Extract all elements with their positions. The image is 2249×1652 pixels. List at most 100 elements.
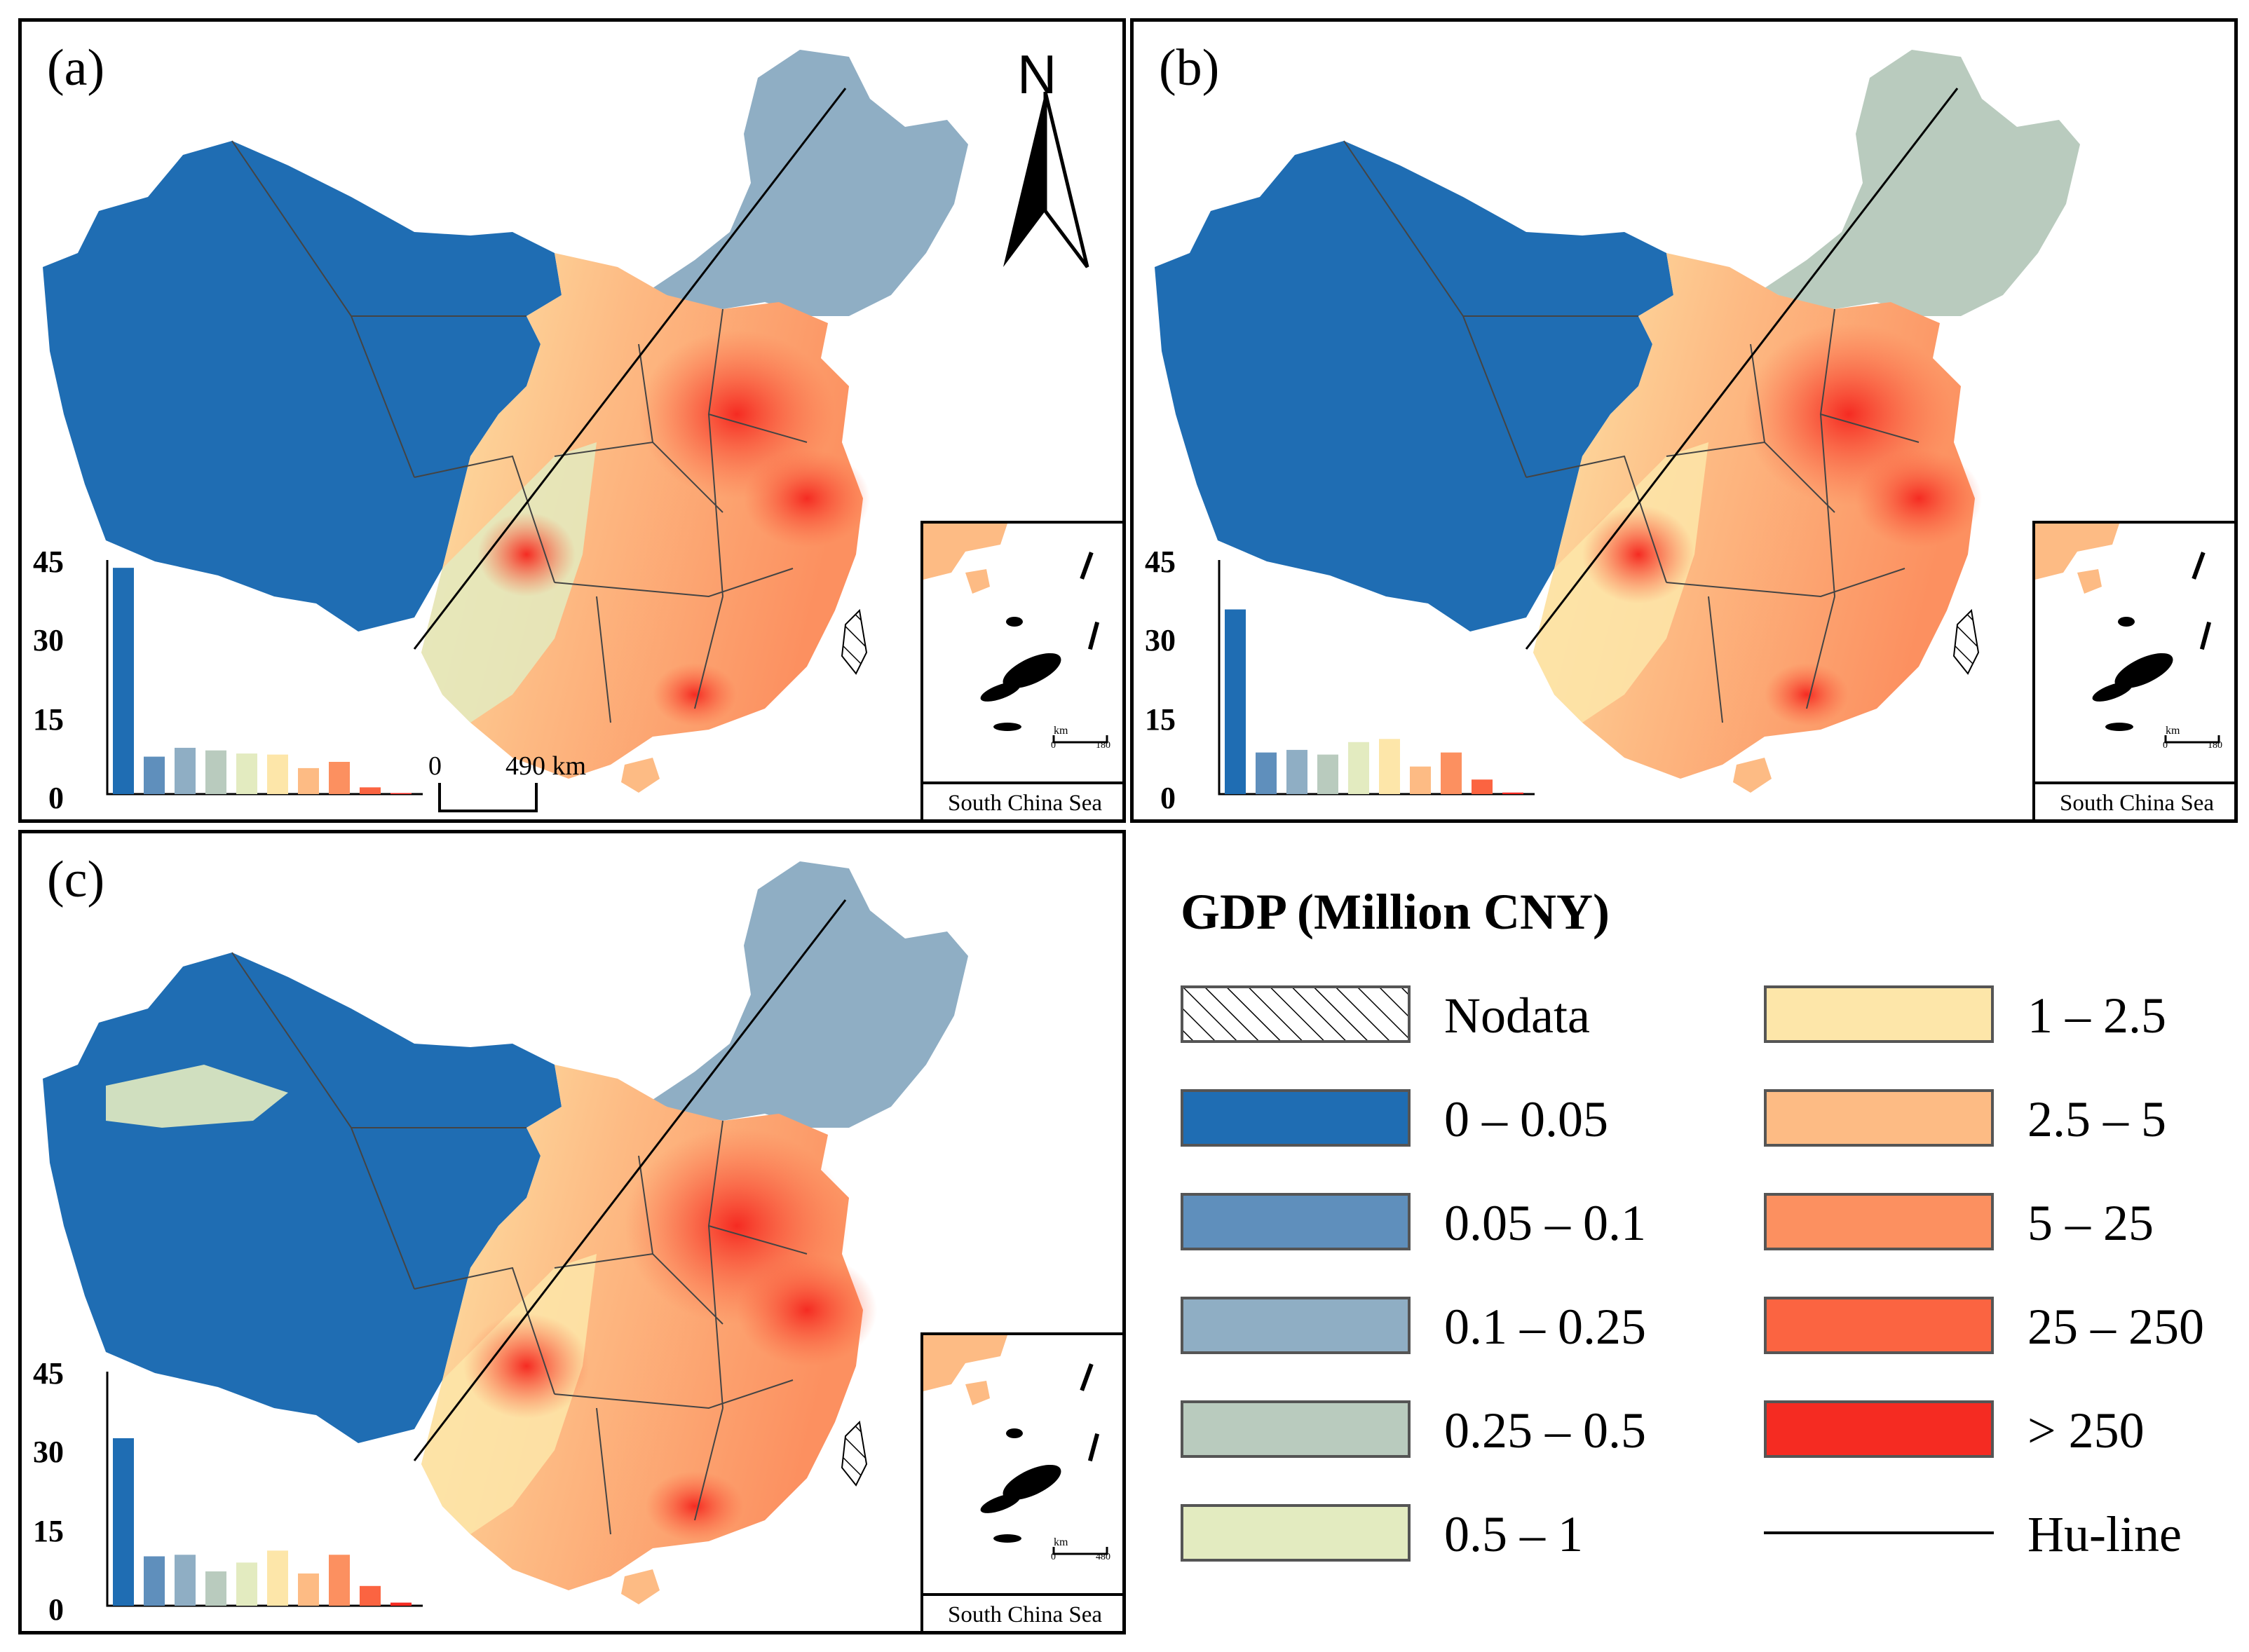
northeast-region	[653, 861, 968, 1128]
taiwan-island	[841, 1420, 868, 1487]
y-tick: 0	[48, 1592, 64, 1627]
histogram-bar	[298, 1573, 319, 1606]
legend-swatch	[1764, 1089, 1994, 1147]
histogram-bar	[1317, 754, 1338, 794]
legend-label: Nodata	[1444, 988, 1590, 1044]
legend-label: 0.05 – 0.1	[1444, 1195, 1646, 1251]
northeast-region	[1765, 50, 2080, 316]
hotspot-sichuan	[477, 512, 576, 596]
north-arrow: N	[996, 43, 1094, 268]
legend-label: 0 – 0.05	[1444, 1091, 1608, 1147]
south-china-sea-inset: km 0 180 South China Sea	[920, 521, 1122, 819]
histogram-bar	[1286, 749, 1307, 794]
south-china-sea-inset: km 0 480 South China Sea	[920, 1332, 1122, 1631]
legend-label: 25 – 250	[2027, 1299, 2204, 1355]
histogram-bar	[1502, 792, 1523, 794]
scale-bar: 0 490 km	[428, 751, 597, 819]
histogram	[106, 1372, 423, 1607]
histogram-bar	[113, 568, 134, 794]
histogram-bar	[1225, 609, 1246, 794]
y-tick: 45	[33, 545, 64, 579]
y-tick: 45	[33, 1356, 64, 1391]
histogram-bar	[267, 754, 288, 794]
y-tick: 45	[1145, 545, 1176, 579]
histogram-bar	[236, 753, 257, 794]
map-panel-a: (a) N 45 30 15 0 0 490 km km 0	[18, 18, 1126, 823]
hotspot-sichuan	[463, 1313, 590, 1419]
y-tick: 15	[33, 1514, 64, 1548]
legend-swatch	[1764, 985, 1994, 1043]
north-label: N	[1017, 43, 1057, 105]
legend-label: 1 – 2.5	[2027, 988, 2166, 1044]
legend-label: Hu-line	[2027, 1506, 2182, 1562]
panel-label: (a)	[47, 39, 105, 97]
histogram-bar	[329, 761, 350, 794]
legend-label: 0.25 – 0.5	[1444, 1402, 1646, 1459]
legend-label: 0.5 – 1	[1444, 1506, 1583, 1562]
china-gdp-map	[1155, 50, 2080, 793]
histogram-bar	[205, 750, 226, 794]
panel-label: (b)	[1159, 39, 1220, 97]
hotspot-pearl-delta	[653, 663, 737, 726]
y-tick: 30	[33, 1435, 64, 1469]
histogram-bar	[144, 756, 165, 794]
legend-swatch	[1181, 1297, 1411, 1354]
hotspot-yangtze-delta	[1856, 449, 1982, 547]
hainan-island	[621, 1569, 660, 1604]
hainan-island	[1733, 758, 1772, 793]
legend-label: 5 – 25	[2027, 1195, 2154, 1251]
map-panel-b: (b) 45 30 15 0 km 0 180 South China Sea	[1130, 18, 2238, 823]
legend-swatch	[1181, 1400, 1411, 1458]
province-borders	[231, 952, 808, 1535]
histogram	[1218, 560, 1535, 796]
histogram-bar	[360, 1585, 381, 1606]
histogram	[106, 560, 423, 796]
histogram-bar	[1379, 739, 1400, 794]
hotspot-pearl-delta	[1765, 663, 1849, 726]
histogram-bar	[144, 1556, 165, 1606]
histogram-bar	[298, 767, 319, 794]
taiwan-island	[1952, 608, 1980, 675]
province-borders	[231, 140, 808, 723]
china-gdp-map	[43, 50, 968, 793]
svg-text:0: 0	[2163, 740, 2168, 751]
hotspot-pearl-delta	[646, 1471, 744, 1541]
hainan-island	[621, 758, 660, 793]
map-body	[43, 50, 968, 793]
histogram-bar	[267, 1550, 288, 1606]
hotspot-yangtze-delta	[737, 1254, 877, 1366]
map-panel-c: (c) 45 30 15 0 km 0 480 South China Sea	[18, 830, 1126, 1634]
svg-text:0: 0	[1051, 740, 1056, 751]
map-body	[1155, 50, 2080, 793]
legend: GDP (Million CNY) Nodata 0 – 0.05 0.05 –…	[1164, 841, 2243, 1612]
inset-map: km 0 180	[923, 524, 1110, 751]
histogram-bar	[1472, 779, 1493, 794]
north-arrow-icon	[1003, 92, 1089, 268]
inset-caption: South China Sea	[2035, 781, 2234, 819]
west-region	[43, 141, 562, 632]
legend-label: 2.5 – 5	[2027, 1091, 2166, 1147]
y-tick: 15	[33, 702, 64, 737]
hu-line	[413, 88, 847, 650]
hotspot-yangtze-delta	[744, 449, 870, 547]
south-china-sea-inset: km 0 180 South China Sea	[2032, 521, 2234, 819]
y-tick: 30	[1145, 623, 1176, 657]
histogram-bar	[390, 793, 412, 794]
legend-swatch	[1764, 1297, 1994, 1354]
legend-label: 0.1 – 0.25	[1444, 1299, 1646, 1355]
map-body	[43, 861, 968, 1604]
legend-swatch	[1181, 1504, 1411, 1562]
inset-caption: South China Sea	[923, 781, 1122, 819]
histogram-bar	[175, 747, 196, 794]
legend-swatch	[1764, 1193, 1994, 1250]
svg-text:km: km	[1054, 725, 1068, 737]
histogram-bar	[1348, 742, 1369, 794]
hu-line	[1525, 88, 1959, 650]
legend-label: > 250	[2027, 1402, 2145, 1459]
histogram-bar	[360, 787, 381, 794]
legend-swatch	[1181, 1089, 1411, 1147]
west-region	[1155, 141, 1673, 632]
inset-caption: South China Sea	[923, 1593, 1122, 1631]
legend-swatch	[1181, 1193, 1411, 1250]
histogram-bar	[1256, 752, 1277, 794]
